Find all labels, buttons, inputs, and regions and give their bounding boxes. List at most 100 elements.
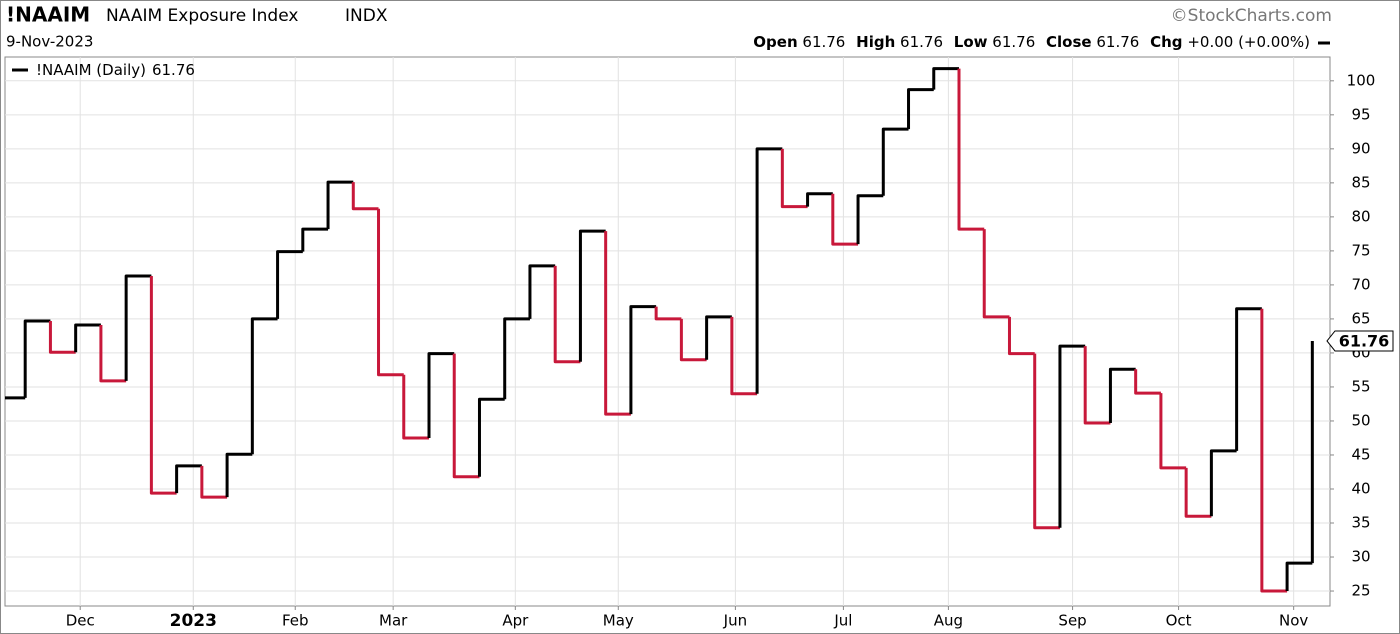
- x-tick-label: Aug: [934, 612, 963, 630]
- y-tick-label: 100: [1347, 71, 1376, 89]
- x-tick-label: Jul: [833, 612, 852, 630]
- x-tick-label: 2023: [170, 611, 217, 631]
- exchange: INDX: [345, 6, 388, 26]
- y-tick-label: 90: [1351, 139, 1370, 157]
- y-tick-label: 80: [1351, 207, 1370, 225]
- price-step: [301, 227, 329, 252]
- price-step: [452, 353, 480, 479]
- open: 61.76: [802, 33, 845, 51]
- low-label: Low: [954, 33, 988, 51]
- price-step: [1033, 353, 1060, 530]
- price-step: [402, 374, 429, 440]
- open-label: Open: [753, 33, 797, 51]
- grid: [5, 57, 1330, 606]
- x-tick-label: May: [603, 612, 634, 630]
- price-step: [780, 148, 808, 209]
- price-step: [503, 317, 530, 400]
- price-step: [124, 274, 152, 381]
- price-step: [477, 397, 505, 477]
- price-step: [1007, 316, 1035, 356]
- price-step: [1285, 561, 1313, 592]
- price-step: [149, 276, 177, 495]
- x-tick-label: Jun: [723, 612, 747, 630]
- x-tick-label: Nov: [1279, 612, 1308, 630]
- close: 61.76: [1096, 33, 1139, 51]
- price-step: [1083, 346, 1111, 425]
- price-step: [806, 192, 833, 207]
- change: +0.00 (+0.00%): [1187, 33, 1310, 51]
- x-tick-label: Oct: [1166, 612, 1192, 630]
- price-step: [755, 147, 783, 394]
- y-tick-label: 50: [1351, 411, 1370, 429]
- price-step: [604, 231, 631, 416]
- price-step: [200, 465, 228, 499]
- y-tick-label: 70: [1351, 275, 1370, 293]
- price-step: [1184, 467, 1212, 518]
- y-tick-label: 35: [1351, 514, 1370, 532]
- high-label: High: [856, 33, 895, 51]
- legend-entry: !NAAIM (Daily) 61.76: [36, 61, 195, 79]
- x-tick-label: Mar: [379, 612, 408, 630]
- x-tick-label: Sep: [1058, 612, 1086, 630]
- price-step: [99, 325, 127, 383]
- price-step: [1134, 369, 1161, 395]
- price-step: [578, 229, 606, 362]
- last-value-badge: [1326, 330, 1394, 352]
- price-step: [326, 180, 354, 230]
- price-step: [1159, 393, 1187, 470]
- price-step: [932, 67, 959, 90]
- price-step: [175, 464, 202, 494]
- price-step: [730, 316, 758, 396]
- y-tick-label: 85: [1351, 173, 1370, 191]
- price-step: [982, 229, 1010, 319]
- price-step: [1209, 449, 1237, 517]
- x-tick-label: Apr: [502, 612, 529, 630]
- price-step: [1108, 367, 1136, 423]
- legend-name: !NAAIM (Daily): [36, 61, 146, 79]
- price-step: [1235, 307, 1262, 451]
- legend-value: 61.76: [152, 61, 195, 79]
- symbol: !NAAIM: [6, 3, 90, 27]
- plot-area: [4, 56, 1331, 607]
- high: 61.76: [900, 33, 943, 51]
- y-tick-label: 95: [1351, 105, 1370, 123]
- ohlc: Open 61.76 High 61.76 Low 61.76 Close 61…: [753, 33, 1310, 51]
- y-tick-label: 55: [1351, 377, 1370, 395]
- price-step: [377, 208, 404, 377]
- price-step: [654, 306, 682, 321]
- price-step: [351, 182, 379, 211]
- index-name: NAAIM Exposure Index: [106, 6, 298, 26]
- price-step: [23, 319, 51, 398]
- price-step: [629, 305, 657, 415]
- last-value: 61.76: [1339, 331, 1390, 350]
- price-step: [74, 323, 101, 353]
- close-label: Close: [1046, 33, 1092, 51]
- price-step: [250, 317, 278, 455]
- y-tick-label: 65: [1351, 309, 1370, 327]
- price-step: [427, 352, 455, 438]
- price-step: [957, 68, 985, 231]
- price-step: [48, 320, 76, 354]
- date: 9-Nov-2023: [6, 33, 93, 51]
- price-step: [881, 127, 909, 196]
- y-tick-label: 75: [1351, 241, 1370, 259]
- low: 61.76: [992, 33, 1035, 51]
- x-tick-label: Dec: [66, 612, 95, 630]
- price-step: [831, 193, 859, 246]
- price-step: [856, 194, 884, 245]
- price-step: [225, 452, 253, 498]
- price-step: [679, 318, 707, 362]
- source: ©StockCharts.com: [1171, 6, 1332, 26]
- y-tick-label: 25: [1351, 582, 1370, 600]
- price-step: [528, 264, 556, 319]
- y-tick-label: 45: [1351, 445, 1370, 463]
- price-step: [1260, 308, 1288, 593]
- change-label: Chg: [1150, 33, 1182, 51]
- price-step: [705, 315, 732, 360]
- price-step: [553, 265, 581, 364]
- x-tick-label: Feb: [282, 612, 309, 630]
- y-tick-label: 30: [1351, 548, 1370, 566]
